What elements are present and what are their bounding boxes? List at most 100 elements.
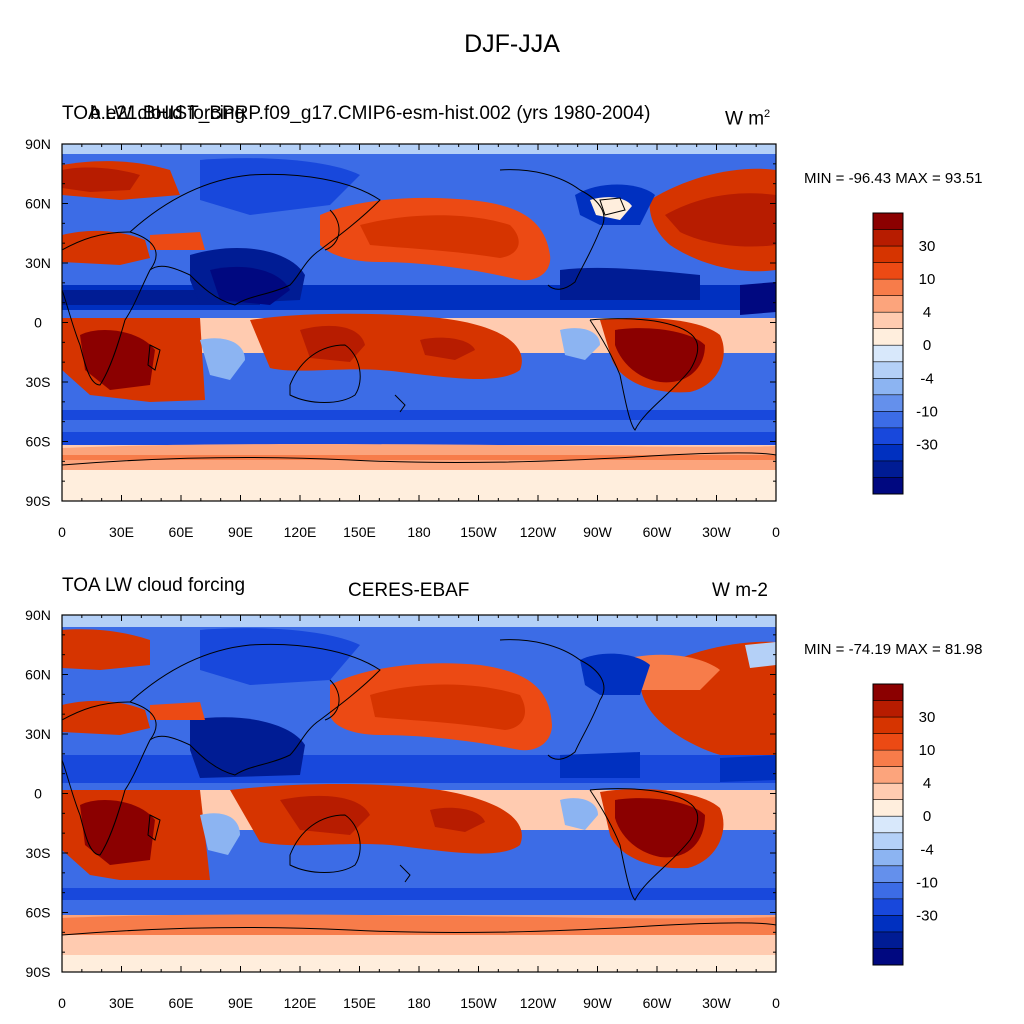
lat-tick-label: 0 xyxy=(34,786,42,802)
lat-tick-label: 60S xyxy=(26,905,51,921)
colorbar-swatch xyxy=(873,915,903,933)
lon-tick-label: 60E xyxy=(169,524,194,540)
lon-tick-label: 0 xyxy=(58,995,66,1011)
lon-tick-label: 0 xyxy=(58,524,66,540)
colorbar-swatch xyxy=(873,717,903,734)
panel1-title-center: b.e21.BHIST_BPRP.f09_g17.CMIP6-esm-hist.… xyxy=(90,103,651,124)
panel2-coastlines xyxy=(62,639,776,936)
panel2-units: W m-2 xyxy=(712,580,768,601)
lon-tick-label: 90W xyxy=(583,995,613,1011)
lat-tick-label: 90S xyxy=(26,964,51,980)
colorbar-swatch xyxy=(873,246,903,263)
colorbars: 30 10 4 0 -4 -10 -30 30 10 4 0 -4 -10 -30 xyxy=(872,212,938,966)
panel2-title-left: TOA LW cloud forcing xyxy=(62,575,246,596)
lon-tick-label: 180 xyxy=(407,995,431,1011)
lon-tick-label: 90E xyxy=(228,524,253,540)
colorbar-swatch xyxy=(873,427,903,445)
colorbar-label: 30 xyxy=(919,709,936,726)
colorbar-swatch xyxy=(873,948,903,966)
colorbar-label: -10 xyxy=(916,874,938,891)
lon-tick-label: 30W xyxy=(702,524,732,540)
lon-tick-label: 0 xyxy=(772,995,780,1011)
colorbar-label: 10 xyxy=(919,742,936,759)
colorbar-swatch xyxy=(873,213,903,230)
lon-tick-label: 0 xyxy=(772,524,780,540)
panel1-units-text: W m xyxy=(725,108,765,130)
lon-tick-label: 60E xyxy=(169,995,194,1011)
panel2-minmax: MIN = -74.19 MAX = 81.98 xyxy=(804,641,982,658)
colorbar-label: 4 xyxy=(923,304,931,321)
colorbar-swatch xyxy=(873,411,903,429)
lat-tick-label: 30N xyxy=(25,726,51,742)
colorbar-label: -30 xyxy=(916,907,938,924)
figure-title: DJF-JJA xyxy=(464,30,560,58)
panel2-max: MAX = 81.98 xyxy=(895,641,983,658)
colorbar-swatch xyxy=(873,865,903,883)
lon-tick-label: 30E xyxy=(109,995,134,1011)
lat-tick-label: 30S xyxy=(26,374,51,390)
lat-tick-label: 90N xyxy=(25,607,51,623)
lon-tick-label: 120W xyxy=(520,524,557,540)
panel2-min: MIN = -74.19 xyxy=(804,641,892,658)
colorbar-label: 10 xyxy=(919,271,936,288)
colorbar-swatch xyxy=(873,783,903,801)
panel1-max: MAX = 93.51 xyxy=(895,170,983,187)
colorbar-swatch xyxy=(873,229,903,247)
colorbar-swatch xyxy=(873,750,903,768)
colorbar-swatch xyxy=(873,460,903,478)
lat-tick-label: 90N xyxy=(25,136,51,152)
colorbar-label: 0 xyxy=(923,808,931,825)
colorbar-swatch xyxy=(873,816,903,834)
lon-tick-label: 30E xyxy=(109,524,134,540)
colorbar-swatch xyxy=(873,361,903,379)
lon-tick-label: 60W xyxy=(643,524,673,540)
lon-tick-label: 120E xyxy=(284,995,317,1011)
colorbar-swatch xyxy=(873,898,903,916)
lon-tick-label: 150W xyxy=(460,995,497,1011)
lon-tick-label: 180 xyxy=(407,524,431,540)
lon-tick-label: 120E xyxy=(284,524,317,540)
lon-tick-label: 30W xyxy=(702,995,732,1011)
colorbar-swatch xyxy=(873,882,903,900)
colorbar-label: -30 xyxy=(916,436,938,453)
lat-tick-label: 90S xyxy=(26,493,51,509)
lat-tick-label: 60N xyxy=(25,667,51,683)
lon-tick-label: 150E xyxy=(343,995,376,1011)
colorbar-swatch xyxy=(873,832,903,850)
lon-tick-label: 150E xyxy=(343,524,376,540)
lon-tick-label: 60W xyxy=(643,995,673,1011)
colorbar-label: 30 xyxy=(919,238,936,255)
colorbar-swatch xyxy=(873,378,903,396)
lon-tick-label: 150W xyxy=(460,524,497,540)
lon-tick-label: 90W xyxy=(583,524,613,540)
colorbar-swatch xyxy=(873,295,903,313)
lat-tick-label: 60N xyxy=(25,196,51,212)
colorbar-swatch xyxy=(873,312,903,330)
colorbar-swatch xyxy=(873,733,903,751)
axis-ticks: 0 30E 60E 90E 120E 150E 180 150W 120W 90W 60W 30W 09… xyxy=(25,136,780,1011)
lat-tick-label: 30N xyxy=(25,255,51,271)
colorbar-label: -4 xyxy=(920,841,933,858)
panel2-title-center: CERES-EBAF xyxy=(348,580,470,601)
lat-tick-label: 30S xyxy=(26,845,51,861)
colorbar-swatch xyxy=(873,931,903,949)
panel1-min: MIN = -96.43 xyxy=(804,170,892,187)
colorbar-label: -10 xyxy=(916,403,938,420)
colorbar-swatch xyxy=(873,766,903,784)
colorbar-swatch xyxy=(873,262,903,280)
colorbar-swatch xyxy=(873,477,903,495)
colorbar-swatch xyxy=(873,799,903,817)
colorbar-swatch xyxy=(873,684,903,701)
colorbar-label: -4 xyxy=(920,370,933,387)
panel2-field xyxy=(62,615,776,972)
colorbar-swatch xyxy=(873,328,903,346)
colorbar-swatch xyxy=(873,700,903,718)
colorbar-swatch xyxy=(873,279,903,297)
colorbar-label: 0 xyxy=(923,337,931,354)
panel1-units: W m2 xyxy=(725,108,770,130)
panel1-minmax: MIN = -96.43 MAX = 93.51 xyxy=(804,170,982,187)
colorbar-frame xyxy=(872,212,904,495)
colorbar-swatch xyxy=(873,444,903,462)
panel1-units-sup: 2 xyxy=(764,108,771,120)
